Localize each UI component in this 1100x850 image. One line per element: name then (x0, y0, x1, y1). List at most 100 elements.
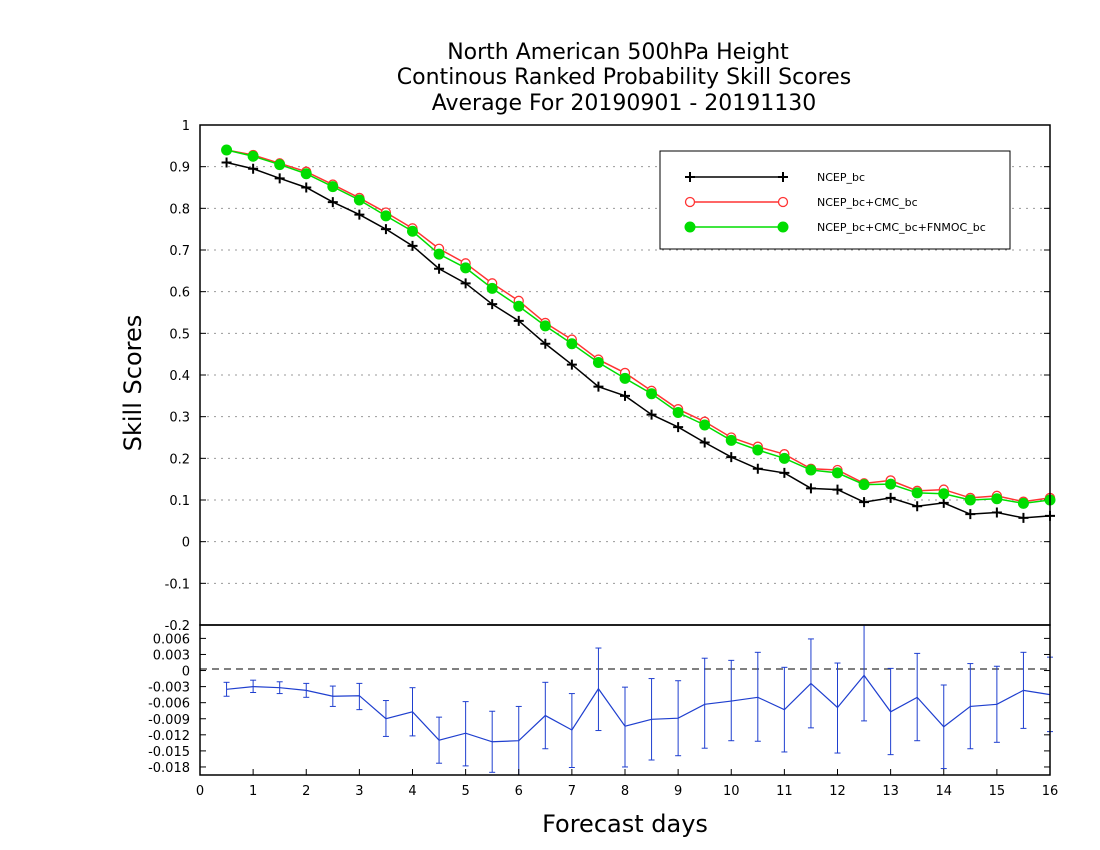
error-bar (356, 682, 363, 711)
data-point (460, 262, 472, 274)
data-point (938, 488, 950, 500)
legend-label: NCEP_bc+CMC_bc (817, 196, 918, 209)
data-point (672, 407, 684, 418)
data-point (938, 497, 949, 508)
data-point (434, 263, 445, 274)
data-point (566, 338, 578, 350)
y-tick-label: 0.5 (169, 327, 190, 342)
data-point (221, 144, 233, 156)
series-0 (221, 157, 1055, 523)
y-tick-label: -0.1 (165, 577, 190, 592)
data-point (699, 437, 710, 448)
legend-label: NCEP_bc+CMC_bc+FNMOC_bc (817, 221, 986, 234)
y-tick-label: -0.2 (165, 619, 190, 634)
x-tick-label: 9 (674, 784, 682, 799)
error-bar (861, 625, 868, 722)
data-point (221, 157, 232, 168)
data-point (726, 452, 737, 463)
title-line-1: North American 500hPa Height (447, 40, 789, 65)
legend-entry-2: NCEP_bc+CMC_bc+FNMOC_bc (684, 221, 986, 234)
data-point (991, 507, 1002, 518)
data-point (460, 278, 471, 289)
data-point (407, 225, 418, 237)
data-point (486, 282, 498, 294)
data-point (965, 509, 976, 520)
y-tick-label: -0.018 (148, 761, 190, 776)
legend-marker (777, 221, 789, 233)
data-point (354, 209, 365, 220)
data-point (885, 478, 897, 490)
data-point (779, 467, 790, 478)
y-tick-label: 0 (182, 536, 190, 551)
series-2 (221, 144, 1056, 509)
series-line (226, 161, 1051, 519)
data-point (247, 150, 259, 162)
x-tick-label: 8 (621, 784, 629, 799)
chart-title: North American 500hPa Height Continous R… (397, 40, 851, 116)
y-tick-label: -0.012 (148, 729, 190, 744)
x-tick-label: 5 (461, 784, 469, 799)
x-tick-label: 1 (249, 784, 257, 799)
y-tick-label: 0.2 (169, 452, 190, 467)
data-point (859, 497, 870, 508)
y-tick-label: 1 (182, 119, 190, 134)
legend-marker (684, 221, 696, 233)
data-point (1017, 497, 1029, 509)
data-point (487, 299, 498, 310)
y-tick-label: -0.006 (148, 697, 190, 712)
x-tick-label: 13 (882, 784, 899, 799)
data-point (858, 479, 870, 491)
x-tick-label: 0 (196, 784, 204, 799)
data-point (566, 359, 577, 370)
x-tick-label: 6 (515, 784, 523, 799)
data-point (752, 444, 764, 456)
x-tick-label: 7 (568, 784, 576, 799)
data-point (725, 434, 737, 446)
y-tick-label: 0.7 (169, 244, 190, 259)
y-tick-label: -0.003 (148, 681, 190, 696)
data-point (540, 338, 551, 349)
data-point (752, 463, 763, 474)
data-point (805, 464, 817, 476)
data-point (646, 409, 657, 420)
y-tick-label: 0.4 (169, 369, 190, 384)
data-point (592, 357, 604, 368)
y-tick-label: 0.6 (169, 286, 190, 301)
title-line-2: Continous Ranked Probability Skill Score… (397, 65, 851, 90)
legend-marker (685, 172, 695, 182)
legend-label: NCEP_bc (817, 171, 865, 184)
data-point (911, 487, 923, 499)
x-tick-label: 14 (935, 784, 952, 799)
title-line-3: Average For 20190901 - 20191130 (432, 91, 817, 116)
legend-entry-1: NCEP_bc+CMC_bc (684, 196, 918, 209)
data-point (673, 422, 684, 433)
x-tick-label: 15 (989, 784, 1006, 799)
x-tick-label: 10 (723, 784, 740, 799)
error-bar (622, 686, 628, 768)
data-point (991, 493, 1003, 505)
data-point (380, 210, 392, 222)
data-point (646, 388, 658, 400)
x-tick-label: 11 (776, 784, 793, 799)
data-point (619, 372, 631, 384)
data-point (539, 320, 551, 332)
error-bar (701, 657, 708, 749)
difference-line (226, 674, 1051, 743)
bottom-panel-series (223, 625, 1053, 775)
y-tick-label: -0.009 (148, 713, 190, 728)
data-point (353, 194, 365, 206)
data-point (301, 182, 312, 193)
legend-marker (778, 172, 788, 182)
data-point (513, 300, 525, 312)
legend-entry-0: NCEP_bc (685, 171, 865, 184)
data-point (407, 240, 418, 251)
data-point (593, 381, 604, 392)
top-panel-series (221, 144, 1056, 523)
x-axis-label: Forecast days (542, 810, 708, 838)
y-tick-label: 0.006 (153, 632, 190, 647)
y-tick-label: 0.1 (169, 494, 190, 509)
x-tick-label: 16 (1042, 784, 1059, 799)
data-point (274, 173, 285, 184)
data-point (832, 467, 843, 479)
